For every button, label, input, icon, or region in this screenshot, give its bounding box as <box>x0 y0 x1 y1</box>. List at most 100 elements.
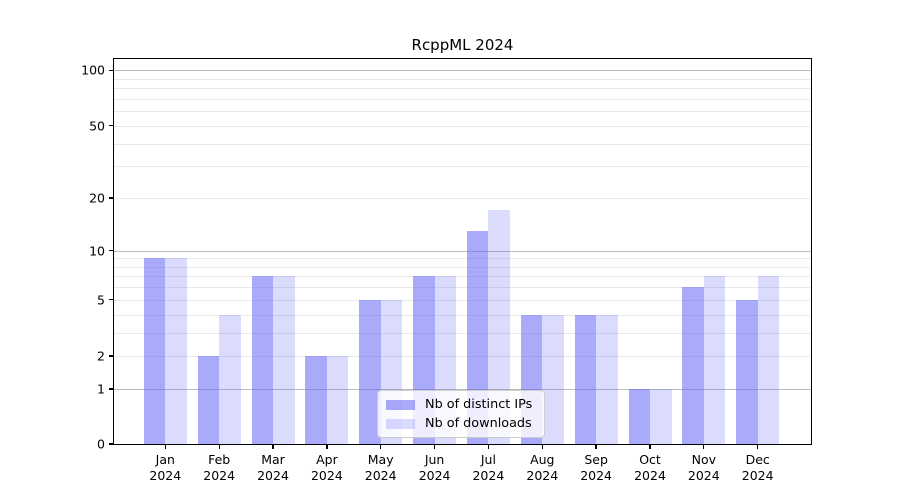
major-gridline <box>114 70 811 72</box>
x-tick-month: Nov <box>691 452 716 467</box>
x-tick-month: Dec <box>745 452 770 467</box>
x-tick-mark-mar <box>272 445 274 449</box>
minor-gridline <box>114 166 811 168</box>
x-tick-month: Oct <box>639 452 661 467</box>
legend-item-distinct-ips: Nb of distinct IPs <box>386 397 532 412</box>
y-tick-label-100: 100 <box>81 62 105 78</box>
y-tick-label-50: 50 <box>89 118 105 134</box>
legend-label-distinct-ips: Nb of distinct IPs <box>425 397 533 412</box>
x-tick-mark-nov <box>703 445 705 449</box>
bar-distinct-ips-dec <box>736 299 758 444</box>
bar-downloads-nov <box>703 276 726 444</box>
bar-distinct-ips-nov <box>682 287 704 444</box>
minor-gridline <box>114 356 811 357</box>
x-tick-month: May <box>367 452 394 467</box>
bar-distinct-ips-jan <box>143 258 166 444</box>
x-tick-label-feb: Feb 2024 <box>189 452 249 483</box>
x-tick-label-oct: Oct 2024 <box>620 452 680 483</box>
y-tick-label-10: 10 <box>89 243 105 258</box>
x-tick-label-jan: Jan 2024 <box>135 452 195 483</box>
bar-downloads-jul <box>488 210 510 444</box>
x-tick-year: 2024 <box>364 467 397 483</box>
x-tick-year: 2024 <box>634 467 666 483</box>
major-gridline <box>114 250 811 252</box>
minor-gridline <box>114 299 811 301</box>
x-tick-month: Jul <box>480 452 496 467</box>
y-tick-label-20: 20 <box>89 190 105 206</box>
minor-gridline <box>114 98 811 100</box>
x-tick-mark-jan <box>164 445 166 449</box>
x-tick-month: Aug <box>530 452 555 467</box>
y-tick-label-5: 5 <box>97 292 105 308</box>
minor-gridline <box>114 78 811 80</box>
x-tick-month: Sep <box>584 452 608 467</box>
x-tick-month: Jun <box>424 452 445 467</box>
bar-downloads-apr <box>326 356 349 444</box>
plot-area: Nb of distinct IPs Nb of downloads <box>113 58 812 445</box>
y-tick-mark <box>109 355 114 357</box>
x-tick-label-sep: Sep 2024 <box>566 452 626 483</box>
x-tick-month: Apr <box>316 452 338 467</box>
minor-gridline <box>114 125 811 127</box>
x-tick-label-nov: Nov 2024 <box>674 452 734 483</box>
y-tick-label-2: 2 <box>97 348 105 364</box>
bar-distinct-ips-feb <box>197 356 220 444</box>
x-tick-mark-apr <box>326 445 328 449</box>
legend-swatch-downloads <box>386 418 415 429</box>
y-tick-label-1: 1 <box>97 381 105 397</box>
x-tick-mark-may <box>380 445 382 449</box>
legend-item-downloads: Nb of downloads <box>386 416 532 431</box>
bar-downloads-aug <box>542 314 564 444</box>
y-tick-mark <box>109 69 114 71</box>
x-tick-month: Jan <box>155 452 175 467</box>
x-tick-year: 2024 <box>310 467 343 483</box>
x-tick-year: 2024 <box>418 467 451 483</box>
x-tick-year: 2024 <box>203 467 236 483</box>
bar-distinct-ips-apr <box>305 356 327 444</box>
x-tick-mark-jul <box>487 445 490 449</box>
x-tick-mark-oct <box>649 445 651 449</box>
bar-distinct-ips-sep <box>574 314 597 444</box>
y-tick-mark <box>109 388 114 390</box>
bar-downloads-sep <box>596 314 618 444</box>
x-tick-label-jul: Jul 2024 <box>458 452 518 483</box>
y-tick-mark <box>109 125 114 127</box>
x-tick-year: 2024 <box>580 467 612 483</box>
y-tick-mark <box>109 299 114 301</box>
bar-distinct-ips-oct <box>628 389 650 444</box>
x-tick-year: 2024 <box>149 467 182 483</box>
bar-distinct-ips-may <box>359 299 381 444</box>
y-tick-label-0: 0 <box>97 436 105 452</box>
x-tick-month: Mar <box>261 452 285 467</box>
minor-gridline <box>114 197 811 199</box>
minor-gridline <box>114 287 811 289</box>
x-tick-label-apr: Apr 2024 <box>297 452 357 483</box>
x-tick-mark-aug <box>541 445 543 449</box>
y-tick-mark <box>109 197 114 199</box>
bar-downloads-oct <box>650 389 672 444</box>
x-tick-year: 2024 <box>526 467 559 483</box>
bar-downloads-dec <box>757 276 780 444</box>
major-gridline <box>114 389 811 390</box>
bar-downloads-mar <box>273 276 295 444</box>
x-tick-mark-dec <box>757 445 759 449</box>
minor-gridline <box>114 314 811 316</box>
y-tick-mark <box>109 443 114 445</box>
legend-label-downloads: Nb of downloads <box>425 416 532 431</box>
x-tick-label-jun: Jun 2024 <box>405 452 465 483</box>
chart-title: RcppML 2024 <box>411 36 514 54</box>
minor-gridline <box>114 88 811 90</box>
x-tick-month: Feb <box>208 452 231 467</box>
minor-gridline <box>114 332 811 334</box>
x-tick-label-may: May 2024 <box>351 452 411 483</box>
minor-gridline <box>114 258 811 260</box>
minor-gridline <box>114 266 811 268</box>
x-tick-mark-jun <box>433 445 436 449</box>
x-tick-mark-feb <box>218 445 220 449</box>
x-tick-year: 2024 <box>257 467 289 483</box>
x-tick-label-mar: Mar 2024 <box>243 452 303 483</box>
x-tick-label-aug: Aug 2024 <box>512 452 572 483</box>
x-tick-year: 2024 <box>741 467 774 483</box>
legend-swatch-distinct-ips <box>386 399 415 410</box>
